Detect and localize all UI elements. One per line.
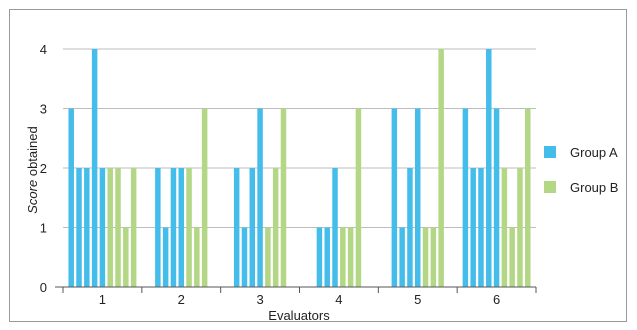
y-axis-title-rest: obtained bbox=[25, 126, 40, 180]
bar bbox=[332, 168, 338, 287]
bar bbox=[130, 168, 137, 287]
bar bbox=[493, 108, 500, 287]
bar bbox=[509, 227, 515, 287]
bar bbox=[324, 227, 330, 287]
bar bbox=[99, 168, 106, 287]
gridlines bbox=[63, 48, 536, 228]
bar bbox=[249, 168, 256, 287]
legend: Group A Group B bbox=[544, 145, 618, 195]
bar bbox=[415, 108, 421, 287]
bar bbox=[407, 168, 413, 287]
x-tick-labels: 1 2 3 4 5 6 bbox=[99, 292, 500, 307]
bar bbox=[486, 49, 492, 287]
bar bbox=[155, 168, 161, 287]
bar bbox=[162, 227, 169, 287]
chart-frame bbox=[9, 9, 627, 322]
bar bbox=[76, 168, 82, 287]
y-tick-label: 2 bbox=[40, 161, 47, 176]
legend-label: Group A bbox=[570, 145, 618, 160]
bar bbox=[280, 108, 287, 287]
bar bbox=[123, 227, 129, 287]
bar bbox=[265, 227, 271, 287]
y-axis-title: Score obtained bbox=[25, 126, 40, 213]
bar bbox=[391, 108, 398, 287]
x-tick-label: 5 bbox=[414, 292, 421, 307]
bar bbox=[347, 227, 354, 287]
bar bbox=[478, 168, 484, 287]
legend-swatch bbox=[544, 146, 556, 158]
bar bbox=[525, 108, 531, 287]
bar bbox=[470, 168, 476, 287]
legend-label: Group B bbox=[570, 180, 618, 195]
y-tick-label: 3 bbox=[40, 102, 47, 117]
y-axis-title-italic: Score bbox=[25, 180, 40, 214]
bar bbox=[233, 168, 240, 287]
x-axis-title: Evaluators bbox=[268, 308, 330, 323]
bar bbox=[68, 108, 74, 287]
bar bbox=[399, 227, 405, 287]
bar bbox=[170, 168, 177, 287]
bar bbox=[115, 168, 121, 287]
bar bbox=[501, 168, 508, 287]
x-tick-label: 6 bbox=[493, 292, 500, 307]
bar bbox=[430, 227, 437, 287]
x-tick-label: 2 bbox=[178, 292, 185, 307]
x-tick-label: 1 bbox=[99, 292, 106, 307]
y-tick-label: 4 bbox=[40, 42, 47, 57]
bar bbox=[422, 227, 429, 287]
bar bbox=[257, 108, 263, 287]
bar bbox=[186, 168, 192, 287]
x-tick-label: 4 bbox=[335, 292, 342, 307]
bar bbox=[340, 227, 346, 287]
axes bbox=[55, 286, 537, 293]
bar bbox=[517, 168, 523, 287]
legend-swatch bbox=[544, 181, 556, 193]
y-tick-label: 1 bbox=[40, 221, 47, 236]
bar bbox=[272, 168, 279, 287]
bar bbox=[194, 227, 200, 287]
bar bbox=[241, 227, 248, 287]
bars bbox=[68, 49, 531, 287]
bar bbox=[462, 108, 469, 287]
bar bbox=[438, 49, 444, 287]
x-tick-label: 3 bbox=[256, 292, 263, 307]
bar bbox=[91, 49, 98, 287]
bar bbox=[84, 168, 90, 287]
bar bbox=[355, 108, 362, 287]
bar bbox=[316, 227, 323, 287]
y-tick-label: 0 bbox=[40, 280, 47, 295]
bar bbox=[107, 168, 113, 287]
y-tick-labels: 0 1 2 3 4 bbox=[40, 42, 47, 295]
bar bbox=[201, 108, 208, 287]
bar bbox=[178, 168, 184, 287]
